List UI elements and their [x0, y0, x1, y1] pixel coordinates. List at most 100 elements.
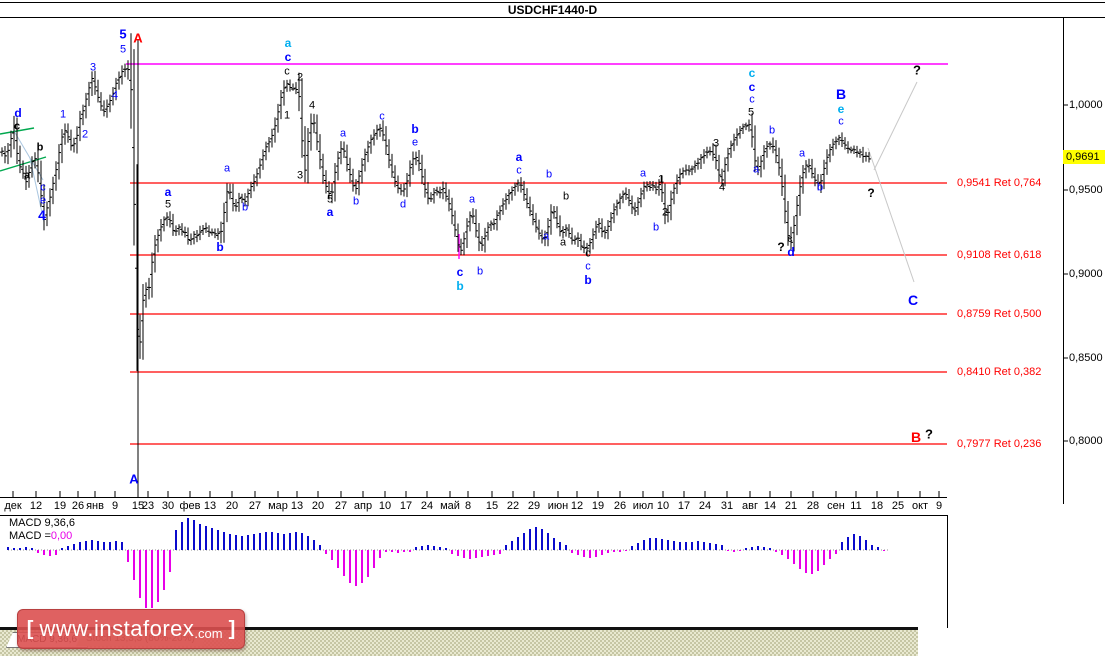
y-axis-label: 0,9000 [1069, 268, 1103, 280]
wave-label: b [456, 279, 464, 293]
wave-label: c [284, 50, 292, 64]
x-axis-label: сен [827, 500, 845, 512]
fib-level-label: 0,9541 Ret 0,764 [957, 177, 1042, 189]
wave-label: 5 [119, 26, 127, 42]
x-axis-label: 14 [763, 500, 777, 512]
x-axis-label: 21 [784, 500, 798, 512]
wave-label: 1 [59, 108, 67, 121]
wave-label: a [515, 150, 523, 164]
chart-title: USDCHF1440-D [507, 3, 598, 17]
wave-label: b [411, 122, 419, 136]
wave-label: c [749, 93, 755, 106]
logo-bracket-open: [ [26, 617, 34, 640]
wave-label: c [838, 115, 844, 128]
wave-label: 4 [718, 181, 726, 194]
x-axis-label: янв [86, 500, 104, 512]
x-axis-label: дек [4, 500, 22, 512]
x-axis-label: окт [911, 500, 929, 512]
wave-label: a [284, 36, 292, 50]
wave-label: B [835, 86, 847, 102]
macd-panel-labels: MACD 9,36,6 MACD =0,00 [9, 517, 75, 543]
y-axis-label: 0,9500 [1069, 184, 1103, 196]
wave-label: b [216, 240, 224, 254]
price-axis-line [1063, 18, 1064, 504]
x-axis-label: 27 [248, 500, 262, 512]
x-axis-label: 19 [53, 500, 67, 512]
wave-label: a [752, 163, 760, 176]
x-axis-label: авг [742, 500, 758, 512]
wave-label: b [652, 221, 660, 234]
wave-label: b [545, 168, 553, 181]
wave-label: a [468, 193, 476, 206]
x-axis-label: фев [179, 500, 201, 512]
wave-label: d [787, 245, 795, 259]
current-price-badge: 0,9691 [1063, 150, 1105, 164]
gray-projection-1 [873, 81, 918, 171]
x-axis-label: 12 [29, 500, 43, 512]
wave-label: ? [913, 62, 921, 78]
macd-indicator-name: MACD 9,36,6 [9, 517, 76, 529]
current-price-value: 0,9691 [1066, 151, 1100, 163]
wave-label: A [133, 30, 143, 46]
x-axis-label: 28 [806, 500, 820, 512]
x-axis-label: апр [353, 500, 373, 512]
x-axis-label: 31 [720, 500, 734, 512]
wave-label: c [379, 110, 385, 123]
wave-label: c [284, 65, 290, 78]
x-axis-label: 22 [506, 500, 520, 512]
x-axis-label: май [440, 500, 460, 512]
wave-label: 2 [296, 71, 304, 84]
wave-label: c [13, 120, 21, 133]
wave-label: c [585, 247, 591, 260]
macd-right-border [947, 515, 948, 628]
x-axis-label: 26 [71, 500, 85, 512]
wave-label: a [559, 236, 567, 249]
wave-label: b [562, 190, 570, 203]
x-axis-label: 17 [677, 500, 691, 512]
x-axis-label: 18 [870, 500, 884, 512]
wave-label: ? [925, 426, 933, 442]
wave-label: a [23, 169, 31, 182]
y-axis-label: 1,0000 [1069, 99, 1103, 111]
wave-label: e [411, 136, 419, 149]
x-axis-label: мар [268, 500, 288, 512]
wave-label: c [787, 234, 793, 245]
wave-label: b [352, 195, 360, 208]
wave-label: 1 [657, 173, 665, 186]
x-axis-label: 12 [570, 500, 584, 512]
x-axis-line [0, 497, 947, 498]
wave-label: 5 [747, 106, 755, 119]
instaforex-watermark[interactable]: [ www.instaforex .com ] [17, 609, 245, 649]
x-axis-label: 17 [399, 500, 413, 512]
wave-label: 3 [89, 61, 97, 74]
wave-label: b [36, 141, 44, 154]
logo-bracket-close: ] [228, 617, 236, 640]
x-axis-label: 19 [591, 500, 605, 512]
wave-label: 5 [326, 193, 334, 206]
wave-label: c [516, 164, 522, 177]
y-axis-label: 0,8000 [1069, 435, 1103, 447]
wave-label: c [748, 80, 756, 94]
chart-title-bar: USDCHF1440-D [0, 2, 1105, 18]
wave-label: ? [867, 186, 875, 200]
x-axis-label: 23 [141, 500, 155, 512]
wave-label: c [748, 66, 756, 80]
wave-label: e [39, 194, 47, 207]
x-axis-label: 15 [131, 500, 145, 512]
x-axis-label: 11 [850, 500, 862, 512]
fib-level-label: 0,7977 Ret 0,236 [957, 438, 1042, 450]
wave-label: c [456, 265, 464, 279]
fib-level-label: 0,8410 Ret 0,382 [957, 366, 1042, 378]
wave-label: ? [777, 240, 785, 254]
x-axis-label: 13 [203, 500, 217, 512]
wave-label: b [768, 124, 776, 137]
wave-label: a [326, 205, 334, 219]
x-axis-label: 26 [613, 500, 627, 512]
macd-bottom-border [0, 627, 918, 630]
wave-label: e [837, 102, 845, 116]
y-axis-label: 0,8500 [1069, 352, 1103, 364]
wave-label: b [476, 265, 484, 278]
wave-label: 4 [38, 207, 46, 223]
fib-level-label: 0,9108 Ret 0,618 [957, 249, 1042, 261]
